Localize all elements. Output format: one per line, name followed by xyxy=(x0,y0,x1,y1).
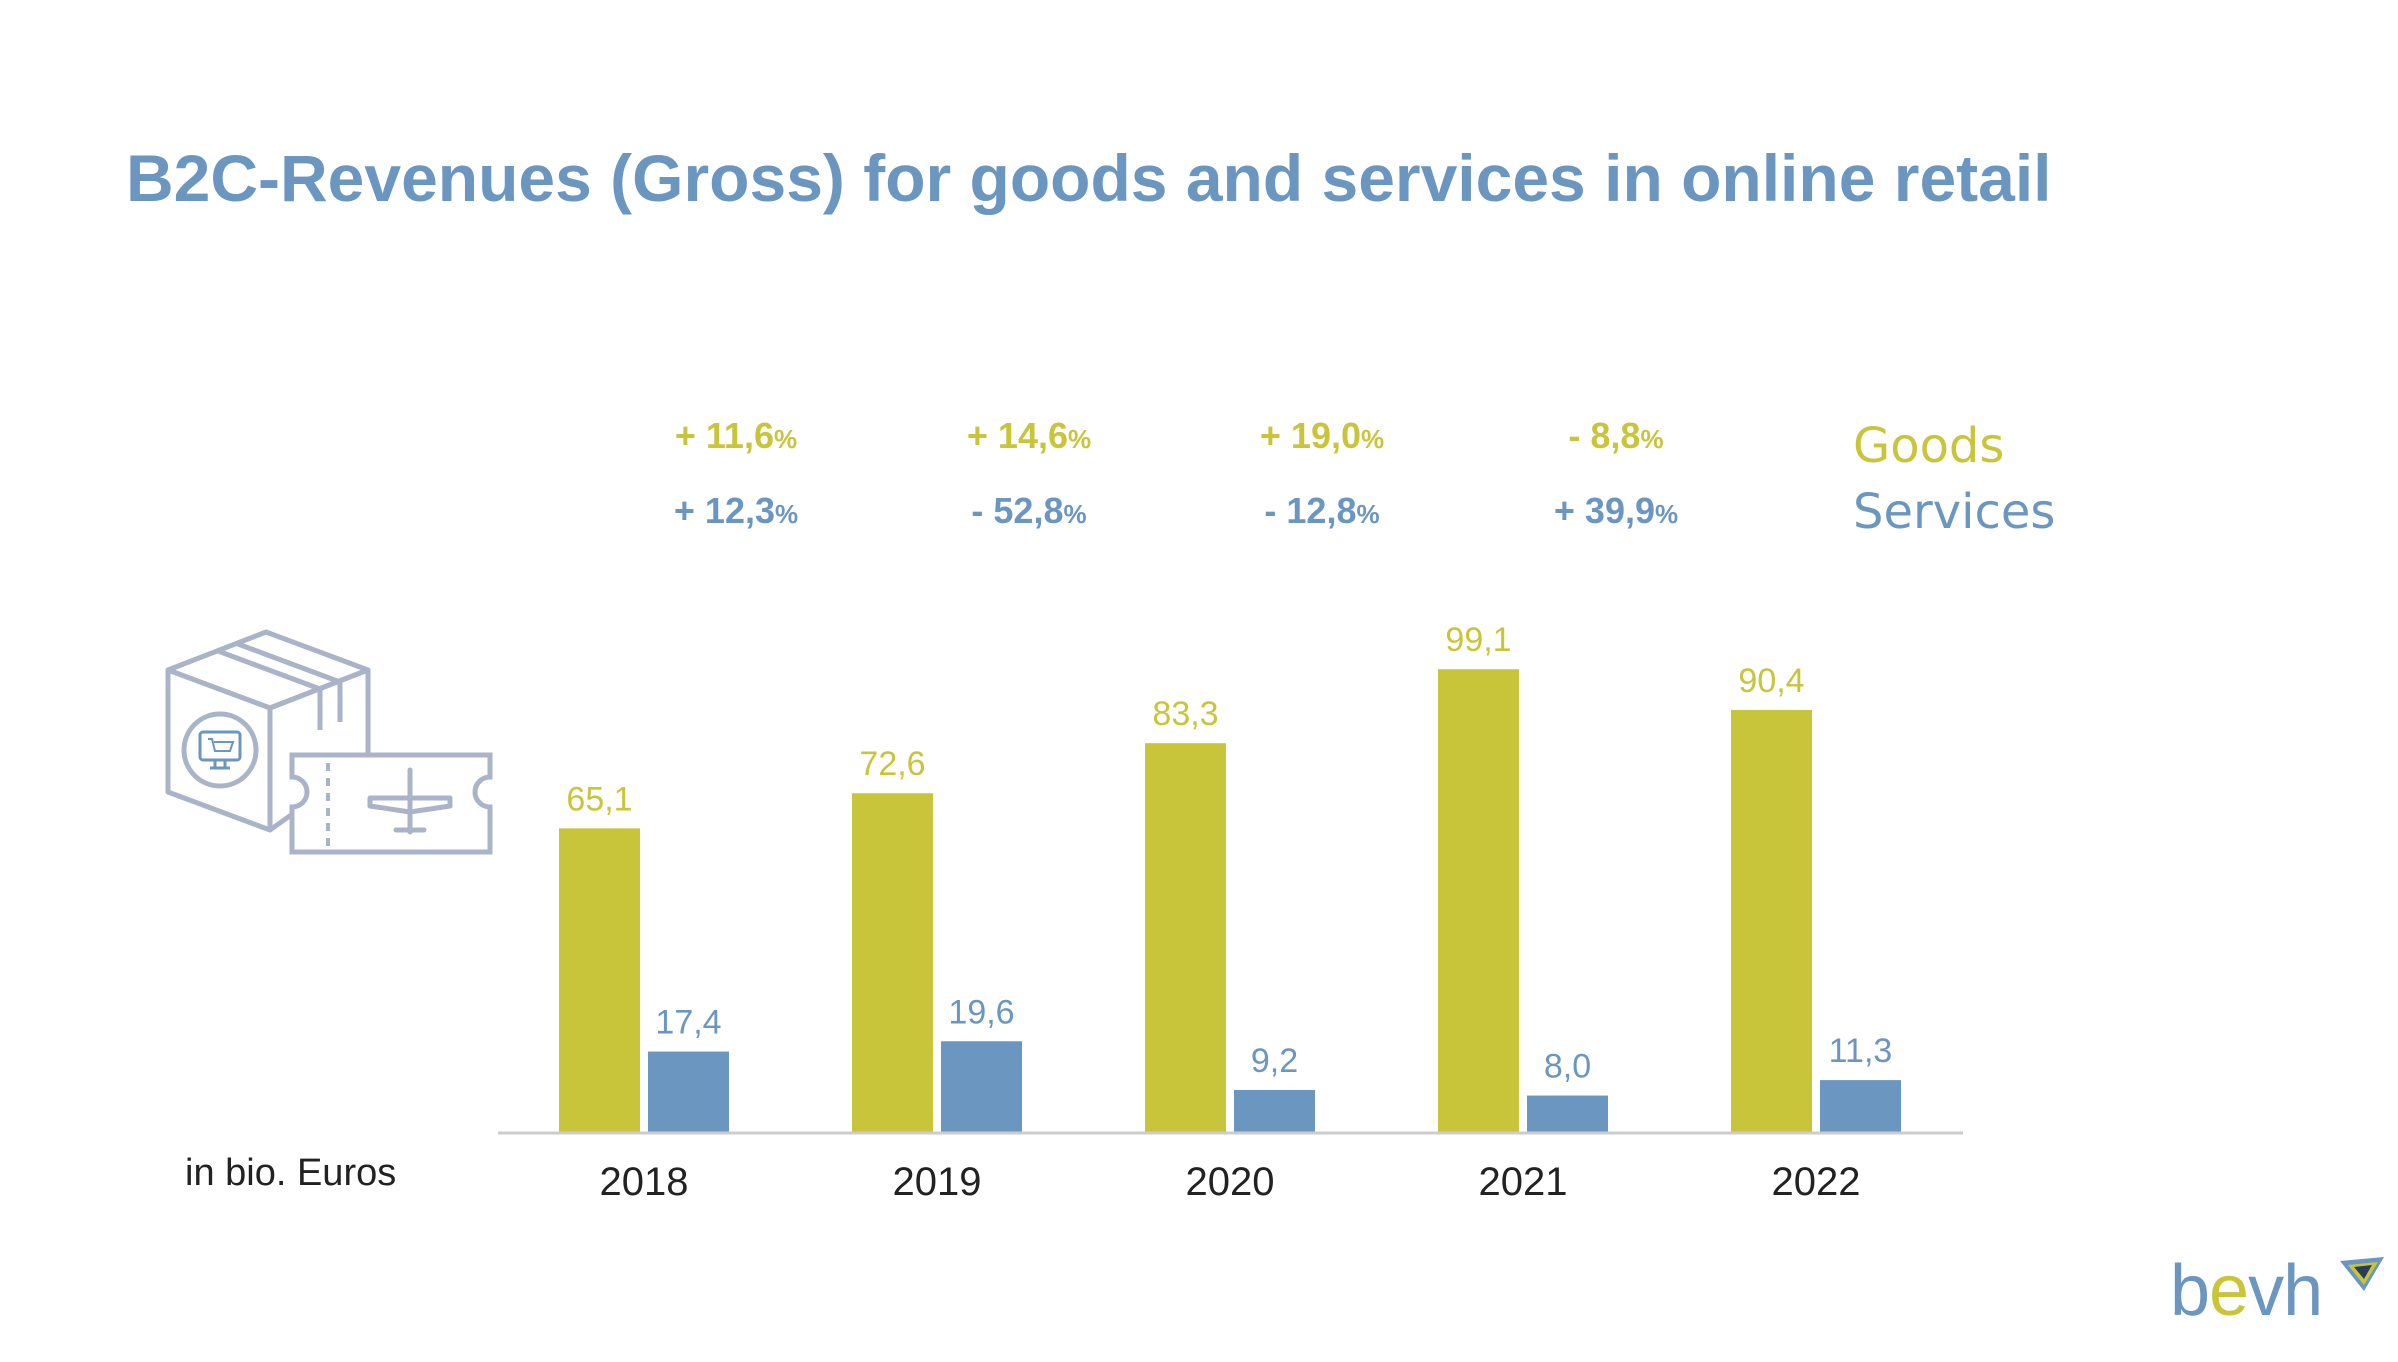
growth-services-2019: + 12,3% xyxy=(673,490,799,531)
bar-services-2019 xyxy=(941,1041,1022,1133)
x-tick-label-2022: 2022 xyxy=(1772,1160,1861,1204)
data-label-services-2019: 19,6 xyxy=(948,993,1014,1031)
bar-services-2018 xyxy=(648,1051,729,1133)
data-label-services-2020: 9,2 xyxy=(1251,1042,1298,1080)
data-label-services-2021: 8,0 xyxy=(1544,1048,1591,1086)
data-label-services-2018: 17,4 xyxy=(655,1004,721,1042)
bar-services-2021 xyxy=(1527,1095,1608,1133)
bar-services-2020 xyxy=(1234,1089,1315,1133)
data-label-goods-2020: 83,3 xyxy=(1152,695,1218,733)
bar-goods-2020 xyxy=(1145,743,1226,1133)
x-tick-label-2021: 2021 xyxy=(1479,1160,1568,1204)
x-tick-label-2018: 2018 xyxy=(600,1160,689,1204)
bar-goods-2019 xyxy=(852,793,933,1133)
growth-goods-2019: + 11,6% xyxy=(674,415,798,456)
growth-goods-2022: - 8,8% xyxy=(1568,415,1664,456)
bar-services-2022 xyxy=(1820,1080,1901,1133)
data-label-goods-2022: 90,4 xyxy=(1738,662,1804,700)
legend-goods: Goods xyxy=(1853,418,2005,474)
bar-goods-2018 xyxy=(559,828,640,1133)
x-tick-label-2019: 2019 xyxy=(893,1160,982,1204)
growth-goods-2020: + 14,6% xyxy=(966,415,1092,456)
data-label-goods-2019: 72,6 xyxy=(859,745,925,783)
unit-label: in bio. Euros xyxy=(185,1152,397,1194)
bar-goods-2022 xyxy=(1731,709,1812,1133)
data-label-services-2022: 11,3 xyxy=(1829,1032,1893,1070)
package-ticket-illustration xyxy=(160,620,500,865)
growth-goods-2021: + 19,0% xyxy=(1259,415,1385,456)
bevh-logo-text: bevh xyxy=(2170,1251,2323,1331)
x-tick-label-2020: 2020 xyxy=(1186,1160,1275,1204)
plane-ticket-icon xyxy=(289,752,493,855)
page-title: B2C-Revenues (Gross) for goods and servi… xyxy=(126,141,2052,215)
growth-services-2021: - 12,8% xyxy=(1264,490,1380,531)
bar-goods-2021 xyxy=(1438,669,1519,1133)
bevh-logo-icon xyxy=(2340,1257,2384,1291)
package-icon xyxy=(165,629,493,855)
growth-services-2022: + 39,9% xyxy=(1553,490,1679,531)
data-label-goods-2021: 99,1 xyxy=(1445,621,1511,659)
legend-services: Services xyxy=(1853,484,2056,540)
growth-services-2020: - 52,8% xyxy=(971,490,1087,531)
data-label-goods-2018: 65,1 xyxy=(566,780,632,818)
shopping-cart-icon xyxy=(181,711,259,789)
